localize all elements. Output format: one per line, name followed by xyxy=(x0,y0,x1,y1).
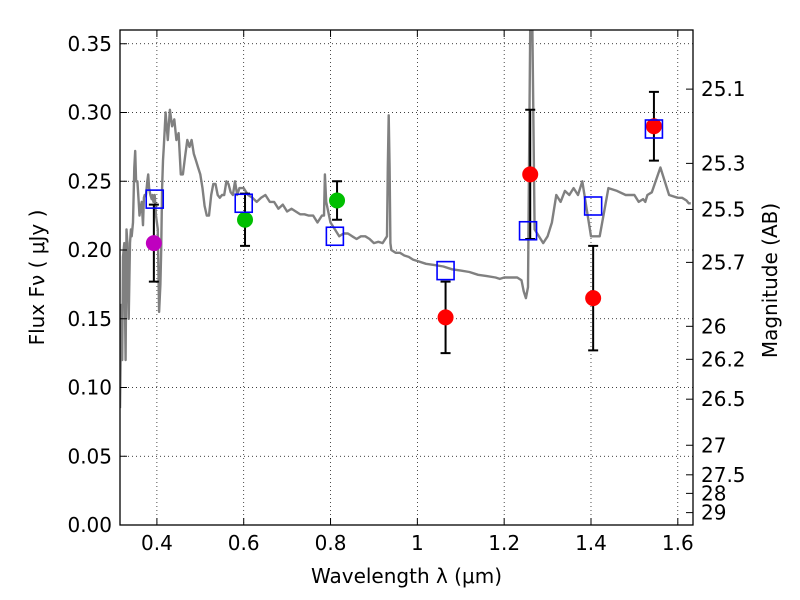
y2-tick-label: 25.3 xyxy=(701,151,746,175)
y-tick-label: 0.30 xyxy=(67,101,112,125)
y-tick-label: 0.00 xyxy=(67,513,112,537)
model-photometry-square xyxy=(644,119,664,139)
x-tick-label: 0.8 xyxy=(315,531,347,555)
y-tick-label: 0.35 xyxy=(67,32,112,56)
observed-point xyxy=(437,309,454,326)
y2-tick-label: 26 xyxy=(701,314,726,338)
x-tick-label: 0.6 xyxy=(228,531,260,555)
y2-tick-label: 26.5 xyxy=(701,387,746,411)
observed-point xyxy=(645,118,662,135)
grid-lines xyxy=(120,30,693,526)
y2-axis-title: Magnitude (AB) xyxy=(758,203,782,358)
x-tick-label: 1.2 xyxy=(488,531,520,555)
y2-tick-label: 28 xyxy=(701,481,726,505)
observed-point xyxy=(237,211,254,228)
y-tick-label: 0.15 xyxy=(67,307,112,331)
model-photometry-square xyxy=(518,220,538,241)
axis-ticks: 0.4 0.6 0.8 1 1.2 1.4 1.6 0.00 0.05 0.10 0.15 0.20 0… xyxy=(67,30,746,555)
y-axis-title: Flux Fν ( μJy ) xyxy=(25,210,49,346)
x-tick-label: 0.4 xyxy=(141,531,173,555)
observed-point xyxy=(585,290,602,307)
x-tick-label: 1.6 xyxy=(662,531,694,555)
model-photometry-layer xyxy=(145,119,664,281)
x-axis-title: Wavelength λ (μm) xyxy=(311,564,502,588)
y2-tick-label: 25.5 xyxy=(701,197,746,221)
y-tick-label: 0.25 xyxy=(67,169,112,193)
sed-model-layer xyxy=(120,30,691,409)
plot-frame xyxy=(119,29,694,526)
y2-tick-label: 25.1 xyxy=(701,77,746,101)
model-photometry-square xyxy=(145,189,165,209)
y2-tick-label: 27 xyxy=(701,433,726,457)
y2-tick-label: 26.2 xyxy=(701,347,746,371)
y2-tick-label: 25.7 xyxy=(701,250,746,274)
model-photometry-square xyxy=(583,196,603,216)
observed-points-layer xyxy=(145,118,662,326)
x-tick-label: 1 xyxy=(411,531,424,555)
y-tick-label: 0.05 xyxy=(67,444,112,468)
error-bars-layer xyxy=(148,90,659,355)
y-tick-label: 0.20 xyxy=(67,238,112,262)
model-photometry-square xyxy=(436,260,455,281)
observed-point xyxy=(145,235,162,252)
observed-point xyxy=(329,192,346,209)
y2-tick-label: 27.5 xyxy=(701,463,746,487)
model-photometry-square xyxy=(234,193,254,214)
y-tick-label: 0.10 xyxy=(67,376,112,400)
y2-tick-label: 29 xyxy=(701,501,726,525)
x-tick-label: 1.4 xyxy=(575,531,607,555)
observed-point xyxy=(522,166,539,183)
model-photometry-square xyxy=(325,226,345,247)
sed-model-line xyxy=(120,30,691,409)
